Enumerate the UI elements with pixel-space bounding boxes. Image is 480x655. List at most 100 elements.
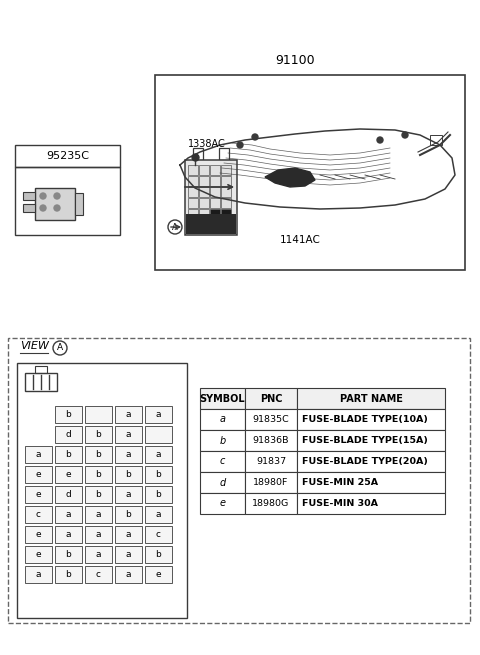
Bar (199, 187, 209, 197)
Text: e: e (36, 470, 41, 479)
Circle shape (402, 132, 408, 138)
Bar (23, 192, 35, 200)
Circle shape (54, 205, 60, 211)
Bar (55, 546, 82, 563)
Text: 18980G: 18980G (252, 499, 289, 508)
Bar (15, 167, 120, 235)
Bar (155, 75, 465, 270)
Text: b: b (156, 550, 161, 559)
Bar (210, 165, 220, 175)
Text: a: a (126, 490, 131, 499)
Bar (85, 486, 112, 503)
Text: b: b (96, 470, 101, 479)
Text: a: a (156, 450, 161, 459)
Bar (297, 451, 445, 472)
Bar (55, 446, 82, 463)
Text: 18980F: 18980F (253, 478, 288, 487)
Text: 1141AC: 1141AC (280, 235, 321, 245)
Text: a: a (66, 530, 71, 539)
Bar (17, 363, 187, 618)
Bar (199, 209, 209, 219)
Bar (199, 176, 209, 186)
Text: b: b (126, 510, 132, 519)
Bar (85, 446, 112, 463)
Bar (199, 165, 209, 175)
Text: PNC: PNC (260, 394, 282, 403)
Bar (221, 187, 231, 197)
Bar (115, 506, 142, 523)
Text: b: b (156, 490, 161, 499)
Bar (85, 566, 112, 583)
Bar (85, 426, 112, 443)
Bar (25, 466, 52, 483)
Bar (145, 546, 172, 563)
Text: a: a (126, 570, 131, 579)
Bar (85, 466, 112, 483)
Bar (145, 486, 172, 503)
Text: b: b (96, 450, 101, 459)
Bar (145, 566, 172, 583)
Bar (186, 214, 236, 234)
Polygon shape (265, 168, 315, 187)
Text: FUSE-BLADE TYPE(10A): FUSE-BLADE TYPE(10A) (302, 415, 428, 424)
Bar (210, 198, 220, 208)
Text: a: a (126, 550, 131, 559)
Text: A: A (57, 343, 63, 352)
Bar (297, 388, 445, 409)
Bar (193, 148, 203, 160)
Text: a: a (36, 450, 41, 459)
Text: PART NAME: PART NAME (339, 394, 402, 403)
Text: c: c (96, 570, 101, 579)
Text: c: c (220, 457, 225, 466)
Bar (75, 193, 83, 215)
Bar (199, 220, 209, 230)
Bar (55, 486, 82, 503)
Text: c: c (36, 510, 41, 519)
Bar (221, 176, 231, 186)
Bar (55, 466, 82, 483)
Text: a: a (126, 410, 131, 419)
Bar (115, 546, 142, 563)
Bar (297, 430, 445, 451)
Text: e: e (36, 530, 41, 539)
Bar (245, 493, 297, 514)
Bar (25, 506, 52, 523)
Bar (8, 338, 470, 623)
Text: A: A (172, 223, 178, 231)
Bar (219, 148, 229, 160)
Circle shape (252, 134, 258, 140)
Bar (25, 566, 52, 583)
Text: a: a (36, 570, 41, 579)
Text: a: a (96, 510, 101, 519)
Bar (200, 451, 245, 472)
Bar (210, 220, 220, 230)
Circle shape (237, 142, 243, 148)
Text: 1338AC: 1338AC (188, 139, 226, 149)
Bar (145, 466, 172, 483)
Bar (25, 526, 52, 543)
Bar (85, 546, 112, 563)
Bar (297, 409, 445, 430)
Bar (221, 220, 231, 230)
Bar (55, 426, 82, 443)
Bar (145, 506, 172, 523)
Bar (188, 187, 198, 197)
Bar (199, 198, 209, 208)
Circle shape (40, 205, 46, 211)
Text: b: b (66, 550, 72, 559)
Bar (25, 486, 52, 503)
Text: a: a (219, 415, 226, 424)
Text: a: a (66, 510, 71, 519)
Text: e: e (36, 550, 41, 559)
Bar (115, 406, 142, 423)
Text: a: a (156, 510, 161, 519)
Text: VIEW: VIEW (20, 341, 49, 351)
Bar (145, 526, 172, 543)
Text: d: d (219, 477, 226, 487)
Text: 95235C: 95235C (46, 151, 89, 161)
Text: b: b (126, 470, 132, 479)
Bar (115, 486, 142, 503)
Bar (210, 176, 220, 186)
Text: FUSE-BLADE TYPE(15A): FUSE-BLADE TYPE(15A) (302, 436, 428, 445)
Bar (115, 566, 142, 583)
